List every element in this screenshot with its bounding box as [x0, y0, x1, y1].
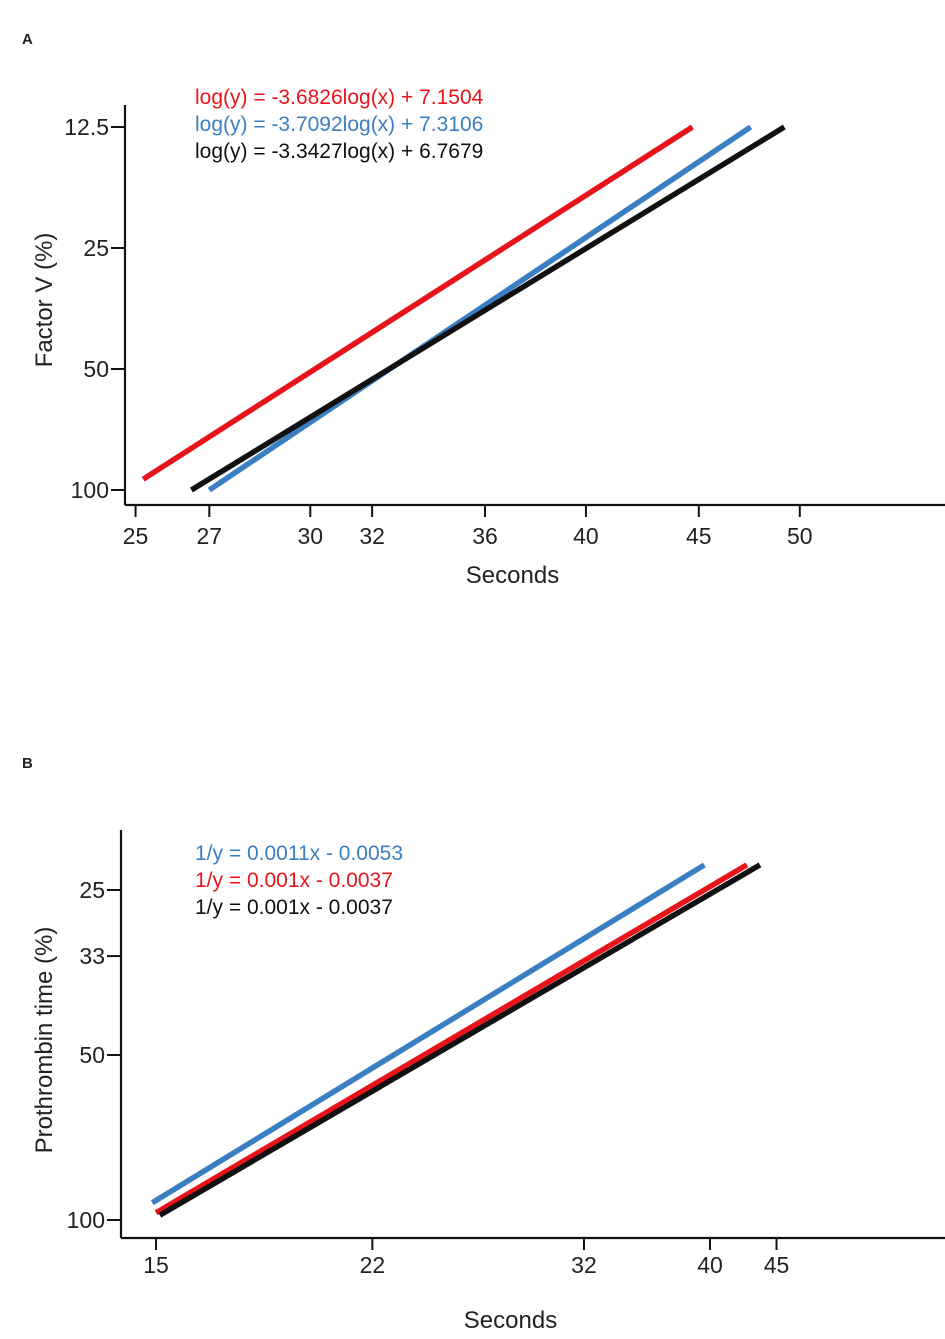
x-axis-title: Seconds [466, 562, 559, 589]
y-tick-label: 100 [71, 477, 109, 503]
y-tick-label: 25 [83, 235, 109, 261]
equation-red: log(y) = -3.6826log(x) + 7.1504 [195, 86, 484, 109]
x-tick-label: 32 [359, 523, 385, 549]
x-tick-label: 30 [297, 523, 323, 549]
y-axis-title: Factor V (%) [31, 233, 58, 368]
series-line-blue [207, 124, 753, 493]
series-line-black [189, 124, 786, 493]
y-axis-title: Prothrombin time (%) [31, 927, 58, 1154]
panel-a-label: A [22, 31, 33, 48]
x-tick-label: 22 [360, 1252, 386, 1278]
equation-blue: 1/y = 0.0011x - 0.0053 [195, 842, 403, 865]
x-tick-label: 45 [686, 523, 712, 549]
y-tick-label: 100 [67, 1207, 105, 1233]
x-tick-label: 40 [697, 1252, 723, 1278]
equation-red: 1/y = 0.001x - 0.0037 [195, 869, 393, 892]
x-tick-label: 36 [472, 523, 498, 549]
series-line-blue [150, 862, 706, 1206]
equation-blue: log(y) = -3.7092log(x) + 7.3106 [195, 113, 483, 136]
x-tick-label: 15 [143, 1252, 169, 1278]
series-line-red [154, 862, 749, 1216]
x-tick-label: 25 [123, 523, 149, 549]
x-tick-label: 32 [571, 1252, 597, 1278]
x-tick-label: 45 [764, 1252, 790, 1278]
y-tick-label: 50 [83, 356, 109, 382]
y-tick-label: 33 [79, 943, 105, 969]
panel-b-label: B [22, 755, 33, 772]
x-tick-label: 27 [197, 523, 223, 549]
y-tick-label: 50 [79, 1042, 105, 1068]
y-tick-label: 12.5 [64, 114, 109, 140]
equation-black: log(y) = -3.3427log(x) + 6.7679 [195, 140, 483, 163]
series-line-red [141, 124, 694, 482]
x-axis-title: Seconds [464, 1307, 557, 1334]
equation-black: 1/y = 0.001x - 0.0037 [195, 896, 393, 919]
x-tick-label: 40 [573, 523, 599, 549]
series-line-black [158, 862, 762, 1218]
x-tick-label: 50 [787, 523, 813, 549]
y-tick-label: 25 [79, 877, 105, 903]
